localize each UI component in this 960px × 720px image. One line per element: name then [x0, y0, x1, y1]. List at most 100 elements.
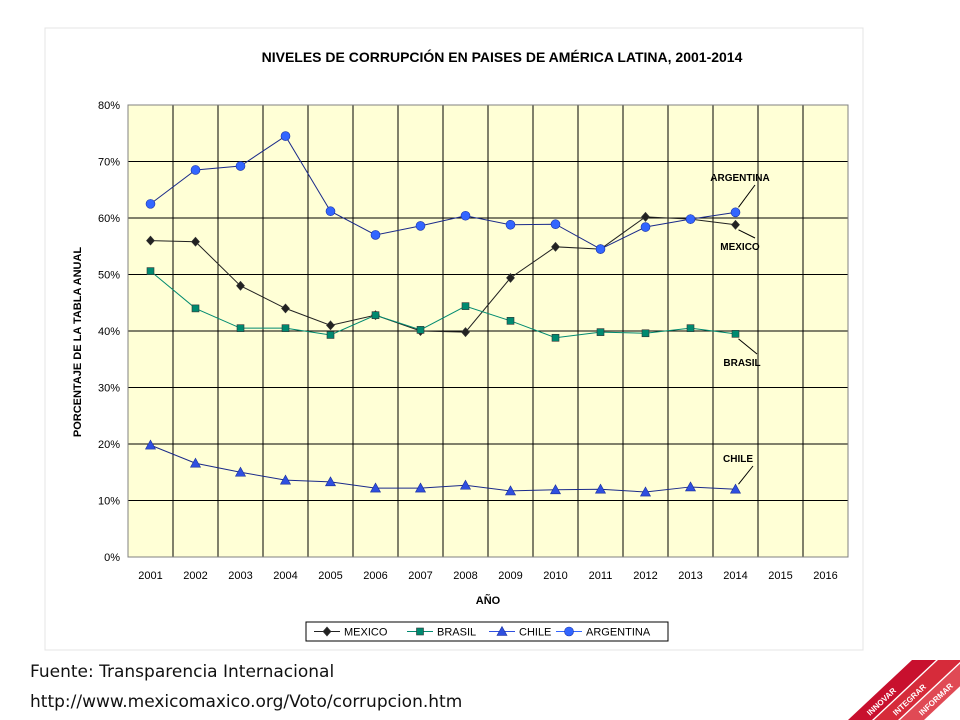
annotation: BRASIL	[723, 358, 760, 369]
leader-line	[738, 229, 756, 239]
legend-label: ARGENTINA	[586, 627, 651, 639]
x-tick-label: 2005	[318, 570, 342, 582]
logo-stripe	[848, 660, 936, 720]
x-tick-label: 2008	[453, 570, 477, 582]
marker	[234, 466, 247, 477]
legend-label: BRASIL	[437, 627, 476, 639]
marker	[685, 214, 696, 224]
marker	[279, 474, 292, 485]
marker	[416, 326, 425, 334]
series-line	[150, 135, 736, 250]
marker	[191, 304, 200, 313]
annotation: MEXICO	[720, 242, 760, 253]
marker	[460, 210, 471, 221]
x-tick-label: 2004	[273, 570, 297, 582]
plot-border	[127, 104, 849, 558]
marker	[731, 330, 740, 338]
x-tick-label: 2012	[633, 570, 657, 582]
logo-stripe	[900, 663, 960, 720]
logo-stripe	[874, 660, 960, 720]
marker	[549, 484, 562, 495]
marker	[144, 439, 157, 450]
x-axis-label: AÑO	[476, 594, 501, 607]
legend-label: CHILE	[519, 627, 551, 639]
x-tick-label: 2007	[408, 570, 432, 582]
x-tick-label: 2001	[138, 570, 162, 582]
x-tick-label: 2013	[678, 570, 702, 582]
marker	[459, 479, 472, 490]
x-tick-label: 2015	[768, 570, 792, 582]
marker	[641, 211, 650, 222]
leader-line	[738, 465, 754, 485]
x-tick-label: 2010	[543, 570, 567, 582]
marker	[146, 267, 155, 275]
legend	[305, 621, 669, 642]
chart-title: NIVELES DE CORRUPCIÓN EN PAISES DE AMÉRI…	[262, 48, 743, 65]
marker	[190, 165, 201, 175]
y-tick-label: 70%	[98, 157, 120, 169]
series-line	[150, 216, 736, 333]
y-tick-label: 10%	[98, 496, 120, 508]
marker	[640, 222, 651, 232]
marker	[595, 244, 606, 254]
y-tick-label: 20%	[98, 439, 120, 451]
series-line	[150, 270, 736, 339]
marker	[369, 482, 382, 493]
x-tick-label: 2016	[813, 570, 837, 582]
legend-label: MEXICO	[344, 627, 388, 639]
x-tick-label: 2003	[228, 570, 252, 582]
marker	[280, 131, 291, 141]
x-tick-label: 2006	[363, 570, 387, 582]
marker	[551, 333, 560, 342]
marker	[461, 327, 470, 338]
marker	[371, 311, 380, 319]
marker	[146, 235, 155, 246]
marker	[189, 457, 202, 468]
x-tick-label: 2002	[183, 570, 207, 582]
marker	[325, 206, 336, 217]
marker	[415, 221, 426, 231]
leader-line	[738, 184, 756, 208]
marker	[506, 272, 515, 283]
marker	[191, 236, 200, 247]
marker	[505, 219, 516, 230]
marker	[281, 303, 290, 314]
y-tick-label: 50%	[98, 270, 120, 282]
marker	[414, 482, 427, 493]
url: http://www.mexicomaxico.org/Voto/corrupc…	[30, 692, 462, 712]
marker	[550, 219, 561, 230]
leader-line	[738, 338, 758, 355]
x-tick-label: 2011	[589, 570, 613, 582]
marker	[416, 627, 424, 636]
marker	[684, 481, 697, 492]
marker	[506, 317, 515, 325]
source: Fuente: Transparencia Internacional	[30, 662, 334, 682]
x-tick-label: 2009	[498, 570, 522, 582]
y-tick-label: 40%	[98, 326, 120, 338]
y-tick-label: 0%	[104, 552, 120, 564]
marker	[326, 320, 335, 331]
marker	[235, 161, 246, 171]
marker	[731, 219, 740, 230]
marker	[281, 324, 290, 332]
marker	[729, 483, 742, 494]
marker	[564, 626, 574, 637]
marker	[504, 485, 517, 496]
marker	[324, 476, 337, 487]
series-line	[150, 444, 736, 493]
marker	[326, 331, 335, 339]
marker	[370, 230, 381, 240]
marker	[641, 329, 650, 338]
marker	[496, 625, 508, 636]
annotation: ARGENTINA	[710, 173, 769, 184]
marker	[594, 483, 607, 494]
y-tick-label: 30%	[98, 383, 120, 395]
annotation: CHILE	[723, 454, 753, 465]
marker	[639, 486, 652, 497]
marker	[730, 207, 741, 218]
marker	[322, 626, 332, 637]
y-axis-label: PORCENTAJE DE LA TABLA ANUAL	[72, 247, 84, 438]
marker	[236, 324, 245, 332]
